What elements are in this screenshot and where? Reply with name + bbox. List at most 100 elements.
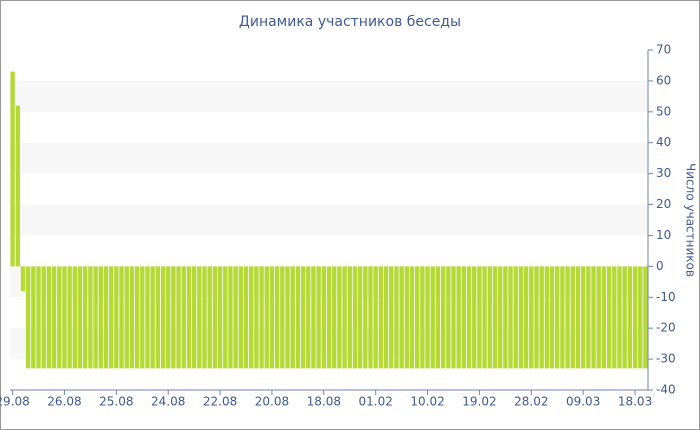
bar [285, 266, 290, 369]
bar [617, 266, 622, 369]
bar [249, 266, 254, 369]
bar [534, 266, 539, 369]
bar [409, 266, 415, 369]
bar [368, 266, 373, 369]
bar [124, 266, 129, 369]
bar [166, 266, 171, 369]
bar [264, 266, 269, 369]
bar [186, 266, 192, 369]
bar [497, 266, 503, 369]
bar [181, 266, 186, 369]
bar [482, 266, 487, 369]
y-tick-label: 10 [656, 228, 671, 242]
bar [176, 266, 181, 369]
bar [591, 266, 596, 369]
y-tick-label: -30 [656, 352, 676, 366]
y-tick-label: -20 [656, 321, 676, 335]
bar [62, 266, 67, 369]
bar [140, 266, 145, 369]
bar [622, 266, 627, 369]
bar [274, 266, 280, 369]
bar [643, 266, 648, 369]
bar [25, 266, 31, 369]
x-tick-label: 24.08 [151, 395, 185, 409]
bar [404, 266, 409, 369]
bar [529, 266, 534, 369]
bar [295, 266, 301, 369]
bar [580, 266, 586, 369]
bar [363, 266, 368, 369]
bar [399, 266, 404, 369]
bar [560, 266, 565, 369]
bar [108, 266, 114, 369]
bar [503, 266, 508, 369]
grid-band [10, 204, 648, 236]
bar [570, 266, 575, 369]
bar [523, 266, 529, 369]
y-tick-label: 40 [656, 135, 671, 149]
bar [487, 266, 492, 369]
x-tick-label: 01.02 [359, 395, 393, 409]
bar [57, 266, 62, 369]
bar [15, 105, 20, 267]
bar [373, 266, 378, 369]
bar [20, 266, 26, 292]
bar [207, 266, 212, 369]
x-tick-label: 28.02 [514, 395, 548, 409]
bar [191, 266, 197, 369]
x-tick-label: 29.08 [0, 395, 30, 409]
bar [316, 266, 321, 369]
bar [212, 266, 218, 369]
bar [311, 266, 316, 369]
bar [451, 266, 456, 369]
bar [51, 266, 57, 369]
bar [601, 266, 607, 369]
bar [446, 266, 451, 369]
bar [513, 266, 518, 369]
bar [243, 266, 249, 369]
bar [223, 266, 228, 369]
bar [549, 266, 555, 369]
bar [114, 266, 119, 369]
bar [31, 266, 36, 369]
bar [88, 266, 93, 369]
bar [415, 266, 420, 369]
bar [596, 266, 601, 369]
bar [435, 266, 441, 369]
x-tick-label: 19.02 [462, 395, 496, 409]
x-tick-label: 25.08 [99, 395, 133, 409]
bar [129, 266, 135, 369]
bar [217, 266, 223, 369]
bar [425, 266, 430, 369]
bar [565, 266, 570, 369]
bar [228, 266, 233, 369]
bar [171, 266, 176, 369]
bar [440, 266, 446, 369]
x-tick-label: 22.08 [203, 395, 237, 409]
bar [544, 266, 550, 369]
bar [606, 266, 612, 369]
y-tick-label: 30 [656, 166, 671, 180]
chart-title: Динамика участников беседы [239, 14, 461, 30]
bar [539, 266, 544, 369]
bar [145, 266, 150, 369]
bar [300, 266, 306, 369]
grid-band [10, 80, 648, 112]
x-tick-label: 26.08 [47, 395, 81, 409]
bar [342, 266, 347, 369]
bar [352, 266, 358, 369]
bar [456, 266, 461, 369]
bar [160, 266, 166, 369]
y-tick-label: 20 [656, 197, 671, 211]
bar [508, 266, 513, 369]
bar [103, 266, 109, 369]
bar [197, 266, 202, 369]
y-tick-label: 50 [656, 104, 671, 118]
x-tick-label: 10.02 [410, 395, 444, 409]
bar [46, 266, 52, 369]
bar [321, 266, 326, 369]
bar [638, 266, 643, 369]
bar [332, 266, 337, 369]
bar [357, 266, 363, 369]
